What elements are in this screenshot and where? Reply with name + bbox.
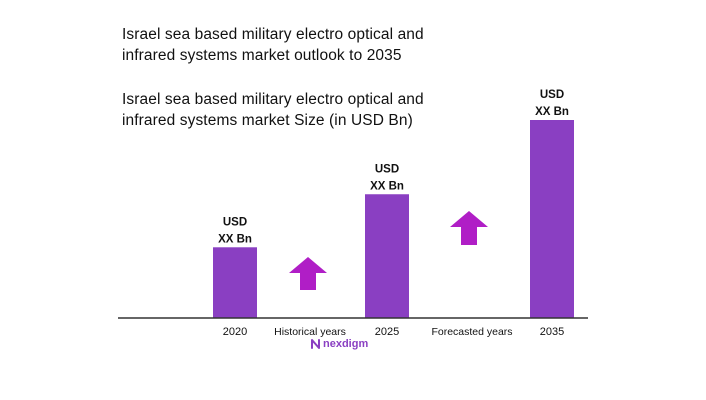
nexdigm-logo: nexdigm <box>311 338 368 350</box>
bar-2020 <box>213 247 257 318</box>
chart-title: Israel sea based military electro optica… <box>122 89 542 131</box>
tick-labels-layer: 2020 2025 2035 <box>223 326 564 338</box>
period-label-forecasted: Forecasted years <box>431 326 512 338</box>
outlook-title-line-1: Israel sea based military electro optica… <box>122 26 424 43</box>
bars-layer <box>213 120 574 318</box>
data-label-2035-line-1: USD <box>540 89 564 101</box>
nexdigm-logo-mark-icon <box>311 339 320 349</box>
bar-2035 <box>530 120 574 318</box>
growth-arrow-up-icon <box>450 211 488 245</box>
bar-2025 <box>365 194 409 318</box>
data-labels-layer: USD XX Bn USD XX Bn USD XX Bn <box>218 89 569 245</box>
data-label-2035-line-2: XX Bn <box>535 106 569 118</box>
chart-title-line-1: Israel sea based military electro optica… <box>122 91 424 108</box>
tick-label-2025: 2025 <box>375 326 399 338</box>
data-label-2025-line-2: XX Bn <box>370 180 404 192</box>
growth-arrow-up-icon <box>289 257 327 290</box>
data-label-2020-line-1: USD <box>223 216 247 228</box>
tick-label-2020: 2020 <box>223 326 247 338</box>
tick-label-2035: 2035 <box>540 326 564 338</box>
period-labels-layer: Historical years Forecasted years <box>274 326 512 338</box>
data-label-2025-line-1: USD <box>375 163 399 175</box>
data-label-2020-line-2: XX Bn <box>218 233 252 245</box>
outlook-title-line-2: infrared systems market outlook to 2035 <box>122 47 402 64</box>
growth-arrows <box>289 211 488 290</box>
nexdigm-logo-text: nexdigm <box>323 338 368 350</box>
period-label-historical: Historical years <box>274 326 346 338</box>
chart-title-line-2: infrared systems market Size (in USD Bn) <box>122 112 413 129</box>
outlook-title: Israel sea based military electro optica… <box>122 24 542 66</box>
